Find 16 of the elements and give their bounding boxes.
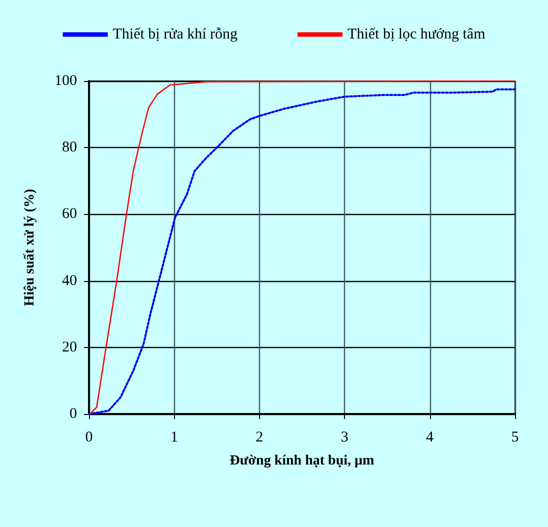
legend-label: Thiết bị lọc hướng tâm: [348, 26, 486, 42]
y-tick-label: 100: [54, 73, 77, 89]
y-tick-label: 80: [62, 140, 77, 156]
x-tick-label: 1: [170, 430, 178, 446]
y-tick-label: 0: [70, 406, 77, 422]
legend-label: Thiết bị rửa khí rỗng: [112, 26, 238, 42]
x-tick-label: 0: [85, 430, 93, 446]
y-tick-label: 60: [62, 206, 77, 222]
x-axis-title: Đường kính hạt bụi, µm: [230, 454, 375, 468]
x-tick-label: 3: [340, 430, 348, 446]
x-tick-label: 4: [426, 430, 434, 446]
y-tick-label: 20: [62, 339, 77, 356]
x-tick-label: 5: [511, 430, 519, 446]
y-tick-label: 40: [62, 272, 77, 289]
x-tick-label: 2: [256, 430, 264, 446]
y-axis-title: Hiệu suất xử lý (%): [22, 188, 38, 306]
